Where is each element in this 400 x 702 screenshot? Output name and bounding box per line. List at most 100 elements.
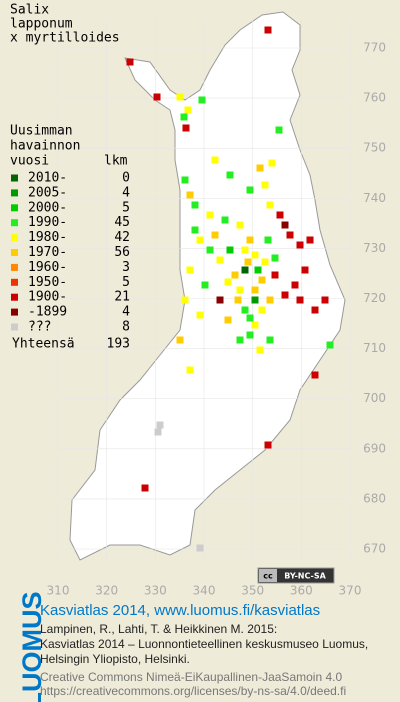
citation-line: Lampinen, R., Lahti, T. & Heikkinen M. 2… — [40, 622, 277, 636]
observation-square — [261, 181, 269, 189]
observation-square — [251, 321, 259, 329]
observation-square — [271, 254, 279, 262]
observation-square — [246, 314, 254, 322]
title: Salix lapponum x myrtilloides — [10, 3, 120, 46]
legend-swatch — [11, 308, 18, 316]
observation-square — [181, 176, 189, 184]
observation-square — [286, 231, 294, 239]
citation-line: Kasviatlas 2014 – Luonnontieteellinen ke… — [40, 637, 368, 651]
observation-square — [186, 266, 194, 274]
legend-label: -1899 — [28, 305, 67, 320]
legend-label: 1900- — [28, 290, 67, 305]
observation-square — [206, 246, 214, 254]
y-coordinate-label: 670 — [363, 542, 386, 556]
legend-count: 8 — [122, 320, 130, 335]
observation-square — [266, 336, 274, 344]
observation-square — [296, 296, 304, 304]
observation-square — [251, 296, 259, 304]
observation-square — [251, 286, 259, 294]
x-coordinate-label: 360 — [290, 584, 313, 598]
observation-square — [211, 156, 219, 164]
observation-square — [256, 164, 264, 172]
observation-square — [291, 281, 299, 289]
observation-square — [141, 484, 149, 492]
observation-square — [176, 336, 184, 344]
observation-square — [266, 201, 274, 209]
observation-square — [226, 246, 234, 254]
footer: LUOMUS Kasviatlas 2014, www.luomus.fi/ka… — [17, 592, 368, 702]
observation-square — [281, 291, 289, 299]
observation-square — [276, 211, 284, 219]
observation-square — [234, 296, 242, 304]
legend-total-count: 193 — [107, 337, 130, 352]
observation-square — [268, 159, 276, 167]
observation-square — [266, 296, 274, 304]
y-coordinate-label: 730 — [363, 241, 386, 255]
observation-square — [246, 331, 254, 339]
observation-square — [275, 126, 283, 134]
observation-square — [241, 306, 249, 314]
legend-swatch — [11, 278, 18, 286]
observation-square — [153, 93, 161, 101]
license-url[interactable]: https://creativecommons.org/licenses/by-… — [40, 684, 346, 698]
observation-square — [258, 306, 266, 314]
observation-square — [231, 271, 239, 279]
observation-square — [261, 258, 269, 266]
legend-count: 4 — [122, 185, 130, 200]
title-line: x myrtilloides — [10, 31, 120, 46]
license-badge: cc BY-NC-SA — [257, 567, 335, 584]
legend-count: 5 — [122, 200, 130, 215]
x-coordinate-label: 350 — [241, 584, 264, 598]
legend-count: 4 — [122, 305, 130, 320]
observation-square — [264, 236, 272, 244]
observation-square — [216, 256, 224, 264]
x-coordinate-label: 320 — [95, 584, 118, 598]
observation-square — [254, 266, 262, 274]
observation-square — [311, 371, 319, 379]
observation-square — [326, 341, 334, 349]
legend-label: 2000- — [28, 200, 67, 215]
observation-square — [296, 241, 304, 249]
observation-square — [226, 171, 234, 179]
legend-label: 1950- — [28, 275, 67, 290]
observation-square — [281, 221, 289, 229]
y-coordinate-label: 770 — [363, 41, 386, 55]
legend-count: 42 — [114, 230, 130, 245]
observation-square — [201, 281, 209, 289]
x-coordinate-label: 340 — [193, 584, 216, 598]
badge-text: BY-NC-SA — [284, 572, 326, 581]
legend-swatch — [11, 323, 18, 331]
observation-square — [264, 441, 272, 449]
observation-square — [196, 544, 204, 552]
badge-icon-box — [259, 569, 277, 582]
y-coordinate-label: 690 — [363, 441, 386, 455]
legend-label: ??? — [28, 320, 51, 335]
observation-squares — [126, 26, 334, 552]
legend-label: 2010- — [28, 171, 67, 186]
observation-square — [301, 266, 309, 274]
observation-square — [241, 266, 249, 274]
y-coordinate-label: 720 — [363, 291, 386, 305]
observation-square — [236, 221, 244, 229]
legend-heading: havainnon — [10, 139, 80, 154]
observation-square — [241, 246, 249, 254]
legend-swatch — [11, 249, 18, 256]
y-coordinate-label: 760 — [363, 91, 386, 105]
observation-square — [236, 336, 244, 344]
legend-swatch — [11, 263, 18, 271]
legend-column: lkm — [104, 154, 128, 169]
observation-square — [246, 236, 254, 244]
observation-square — [206, 211, 214, 219]
footer-link[interactable]: Kasviatlas 2014, www.luomus.fi/kasviatla… — [40, 602, 320, 619]
title-line: Salix — [10, 3, 49, 18]
legend-swatch — [11, 219, 18, 227]
observation-square — [311, 306, 319, 314]
observation-square — [246, 186, 254, 194]
grid: 770 760 750 740 730 720 710 700 690 680 670 310 320 3… — [47, 20, 386, 598]
observation-square — [271, 271, 279, 279]
observation-square — [181, 296, 189, 304]
observation-square — [258, 276, 266, 284]
observation-square — [180, 113, 188, 121]
badge-icon: cc — [263, 572, 273, 581]
